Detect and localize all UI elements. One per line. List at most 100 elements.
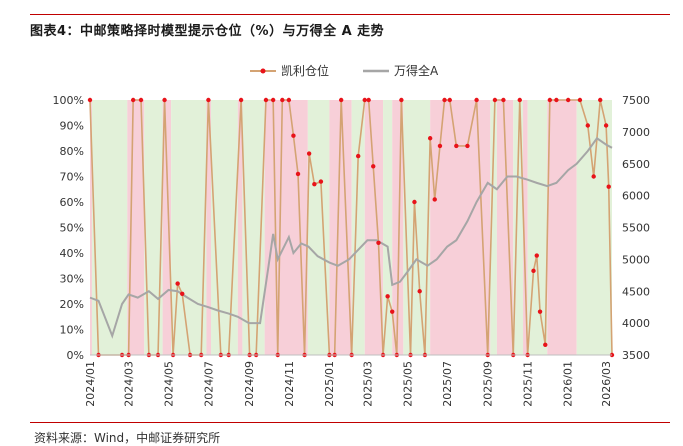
x-tick-label: 2026/01 bbox=[562, 361, 575, 407]
kelly-position-markers bbox=[87, 97, 615, 358]
kelly-point bbox=[87, 97, 93, 103]
y-left-tick-label: 50% bbox=[60, 222, 84, 235]
kelly-point bbox=[598, 97, 603, 103]
y-left-tick-label: 80% bbox=[60, 145, 84, 158]
kelly-point bbox=[312, 181, 317, 187]
y-right-tick-label: 6500 bbox=[622, 158, 650, 171]
y-left-tick-label: 60% bbox=[60, 196, 84, 209]
kelly-point bbox=[531, 268, 536, 274]
x-tick-label: 2025/11 bbox=[522, 361, 535, 407]
y-left-tick-label: 90% bbox=[60, 120, 84, 133]
y-right-tick-label: 6000 bbox=[622, 190, 650, 203]
kelly-point bbox=[465, 143, 470, 149]
x-tick-label: 2025/09 bbox=[482, 361, 495, 407]
kelly-point bbox=[390, 309, 395, 314]
region-red-16 bbox=[392, 100, 404, 355]
kelly-point bbox=[162, 97, 167, 103]
kelly-point bbox=[175, 281, 180, 286]
x-tick: 2024/11 bbox=[283, 361, 296, 407]
y-right-tick-label: 5000 bbox=[622, 253, 650, 266]
figure-caption: 图表4：中邮策略择时模型提示仓位（%）与万得全 A 走势 bbox=[30, 24, 385, 39]
legend-kelly-marker bbox=[260, 68, 266, 74]
x-tick-label: 2024/01 bbox=[84, 361, 97, 407]
region-red-0 bbox=[90, 100, 92, 355]
kelly-point bbox=[130, 97, 136, 103]
x-tick-label: 2024/11 bbox=[283, 361, 296, 407]
region-red-14 bbox=[364, 100, 384, 355]
x-tick: 2024/03 bbox=[123, 361, 136, 407]
x-tick: 2024/09 bbox=[243, 361, 256, 407]
region-green-15 bbox=[383, 100, 393, 355]
kelly-point bbox=[338, 97, 344, 103]
kelly-point bbox=[437, 143, 443, 149]
kelly-point bbox=[603, 123, 609, 128]
kelly-point bbox=[286, 97, 292, 103]
y-left-tick-label: 10% bbox=[60, 324, 84, 337]
x-tick-label: 2024/05 bbox=[162, 361, 175, 407]
region-red-4 bbox=[162, 100, 172, 355]
kelly-point bbox=[534, 253, 539, 258]
y-right-tick-label: 7000 bbox=[622, 126, 650, 139]
kelly-point bbox=[474, 97, 479, 103]
background-regions bbox=[90, 100, 612, 355]
kelly-point bbox=[180, 291, 185, 296]
legend-kelly-label: 凯利仓位 bbox=[281, 63, 329, 78]
region-green-13 bbox=[351, 100, 365, 355]
kelly-point bbox=[447, 97, 452, 103]
x-tick: 2026/01 bbox=[562, 361, 575, 407]
kelly-point bbox=[417, 289, 422, 294]
figure-source: 资料来源：Wind，中邮证券研究所 bbox=[34, 431, 221, 445]
chart-legend: 凯利仓位 万得全A bbox=[250, 63, 439, 78]
region-red-20 bbox=[496, 100, 514, 355]
kelly-point bbox=[427, 136, 433, 141]
region-green-11 bbox=[307, 100, 330, 355]
kelly-point bbox=[355, 153, 361, 159]
y-right-tick-label: 4000 bbox=[622, 317, 650, 330]
x-tick: 2025/09 bbox=[482, 361, 495, 407]
kelly-point bbox=[577, 97, 583, 103]
kelly-point bbox=[585, 123, 590, 128]
x-tick-label: 2025/01 bbox=[323, 361, 336, 407]
kelly-point bbox=[412, 199, 417, 205]
y-left-tick-label: 0% bbox=[67, 349, 84, 362]
region-green-19 bbox=[490, 100, 497, 355]
kelly-point bbox=[318, 179, 324, 184]
bottom-divider bbox=[30, 422, 670, 423]
x-tick: 2026/03 bbox=[600, 361, 613, 407]
y-right-tick-label: 7500 bbox=[622, 94, 650, 107]
y-left-tick-label: 100% bbox=[53, 94, 84, 107]
x-tick-label: 2024/03 bbox=[123, 361, 136, 407]
kelly-point bbox=[206, 97, 211, 103]
kelly-point bbox=[263, 97, 269, 103]
kelly-point bbox=[280, 97, 285, 103]
kelly-point bbox=[547, 97, 553, 103]
kelly-point bbox=[376, 240, 381, 245]
x-tick: 2025/07 bbox=[441, 361, 454, 407]
region-red-10 bbox=[264, 100, 308, 355]
kelly-point bbox=[385, 294, 390, 299]
y-left-tick-label: 20% bbox=[60, 298, 84, 311]
x-tick: 2025/01 bbox=[323, 361, 336, 407]
x-tick-label: 2025/05 bbox=[401, 361, 414, 407]
kelly-point bbox=[366, 97, 371, 103]
region-red-8 bbox=[237, 100, 243, 355]
kelly-point bbox=[554, 97, 559, 103]
region-green-5 bbox=[171, 100, 207, 355]
region-red-24 bbox=[547, 100, 577, 355]
x-tick-label: 2025/07 bbox=[441, 361, 454, 407]
y-left-tick-label: 70% bbox=[60, 171, 84, 184]
kelly-point bbox=[454, 143, 459, 149]
kelly-point bbox=[291, 133, 296, 138]
kelly-point bbox=[591, 174, 596, 179]
legend-wind-label: 万得全A bbox=[394, 63, 439, 78]
kelly-point bbox=[543, 342, 548, 347]
x-tick: 2024/07 bbox=[202, 361, 215, 407]
region-green-21 bbox=[513, 100, 524, 355]
kelly-point bbox=[537, 309, 543, 314]
y-left-tick-label: 40% bbox=[60, 247, 84, 260]
region-red-12 bbox=[329, 100, 352, 355]
kelly-point bbox=[306, 151, 312, 156]
kelly-point bbox=[371, 164, 376, 169]
x-tick-label: 2026/03 bbox=[600, 361, 613, 407]
